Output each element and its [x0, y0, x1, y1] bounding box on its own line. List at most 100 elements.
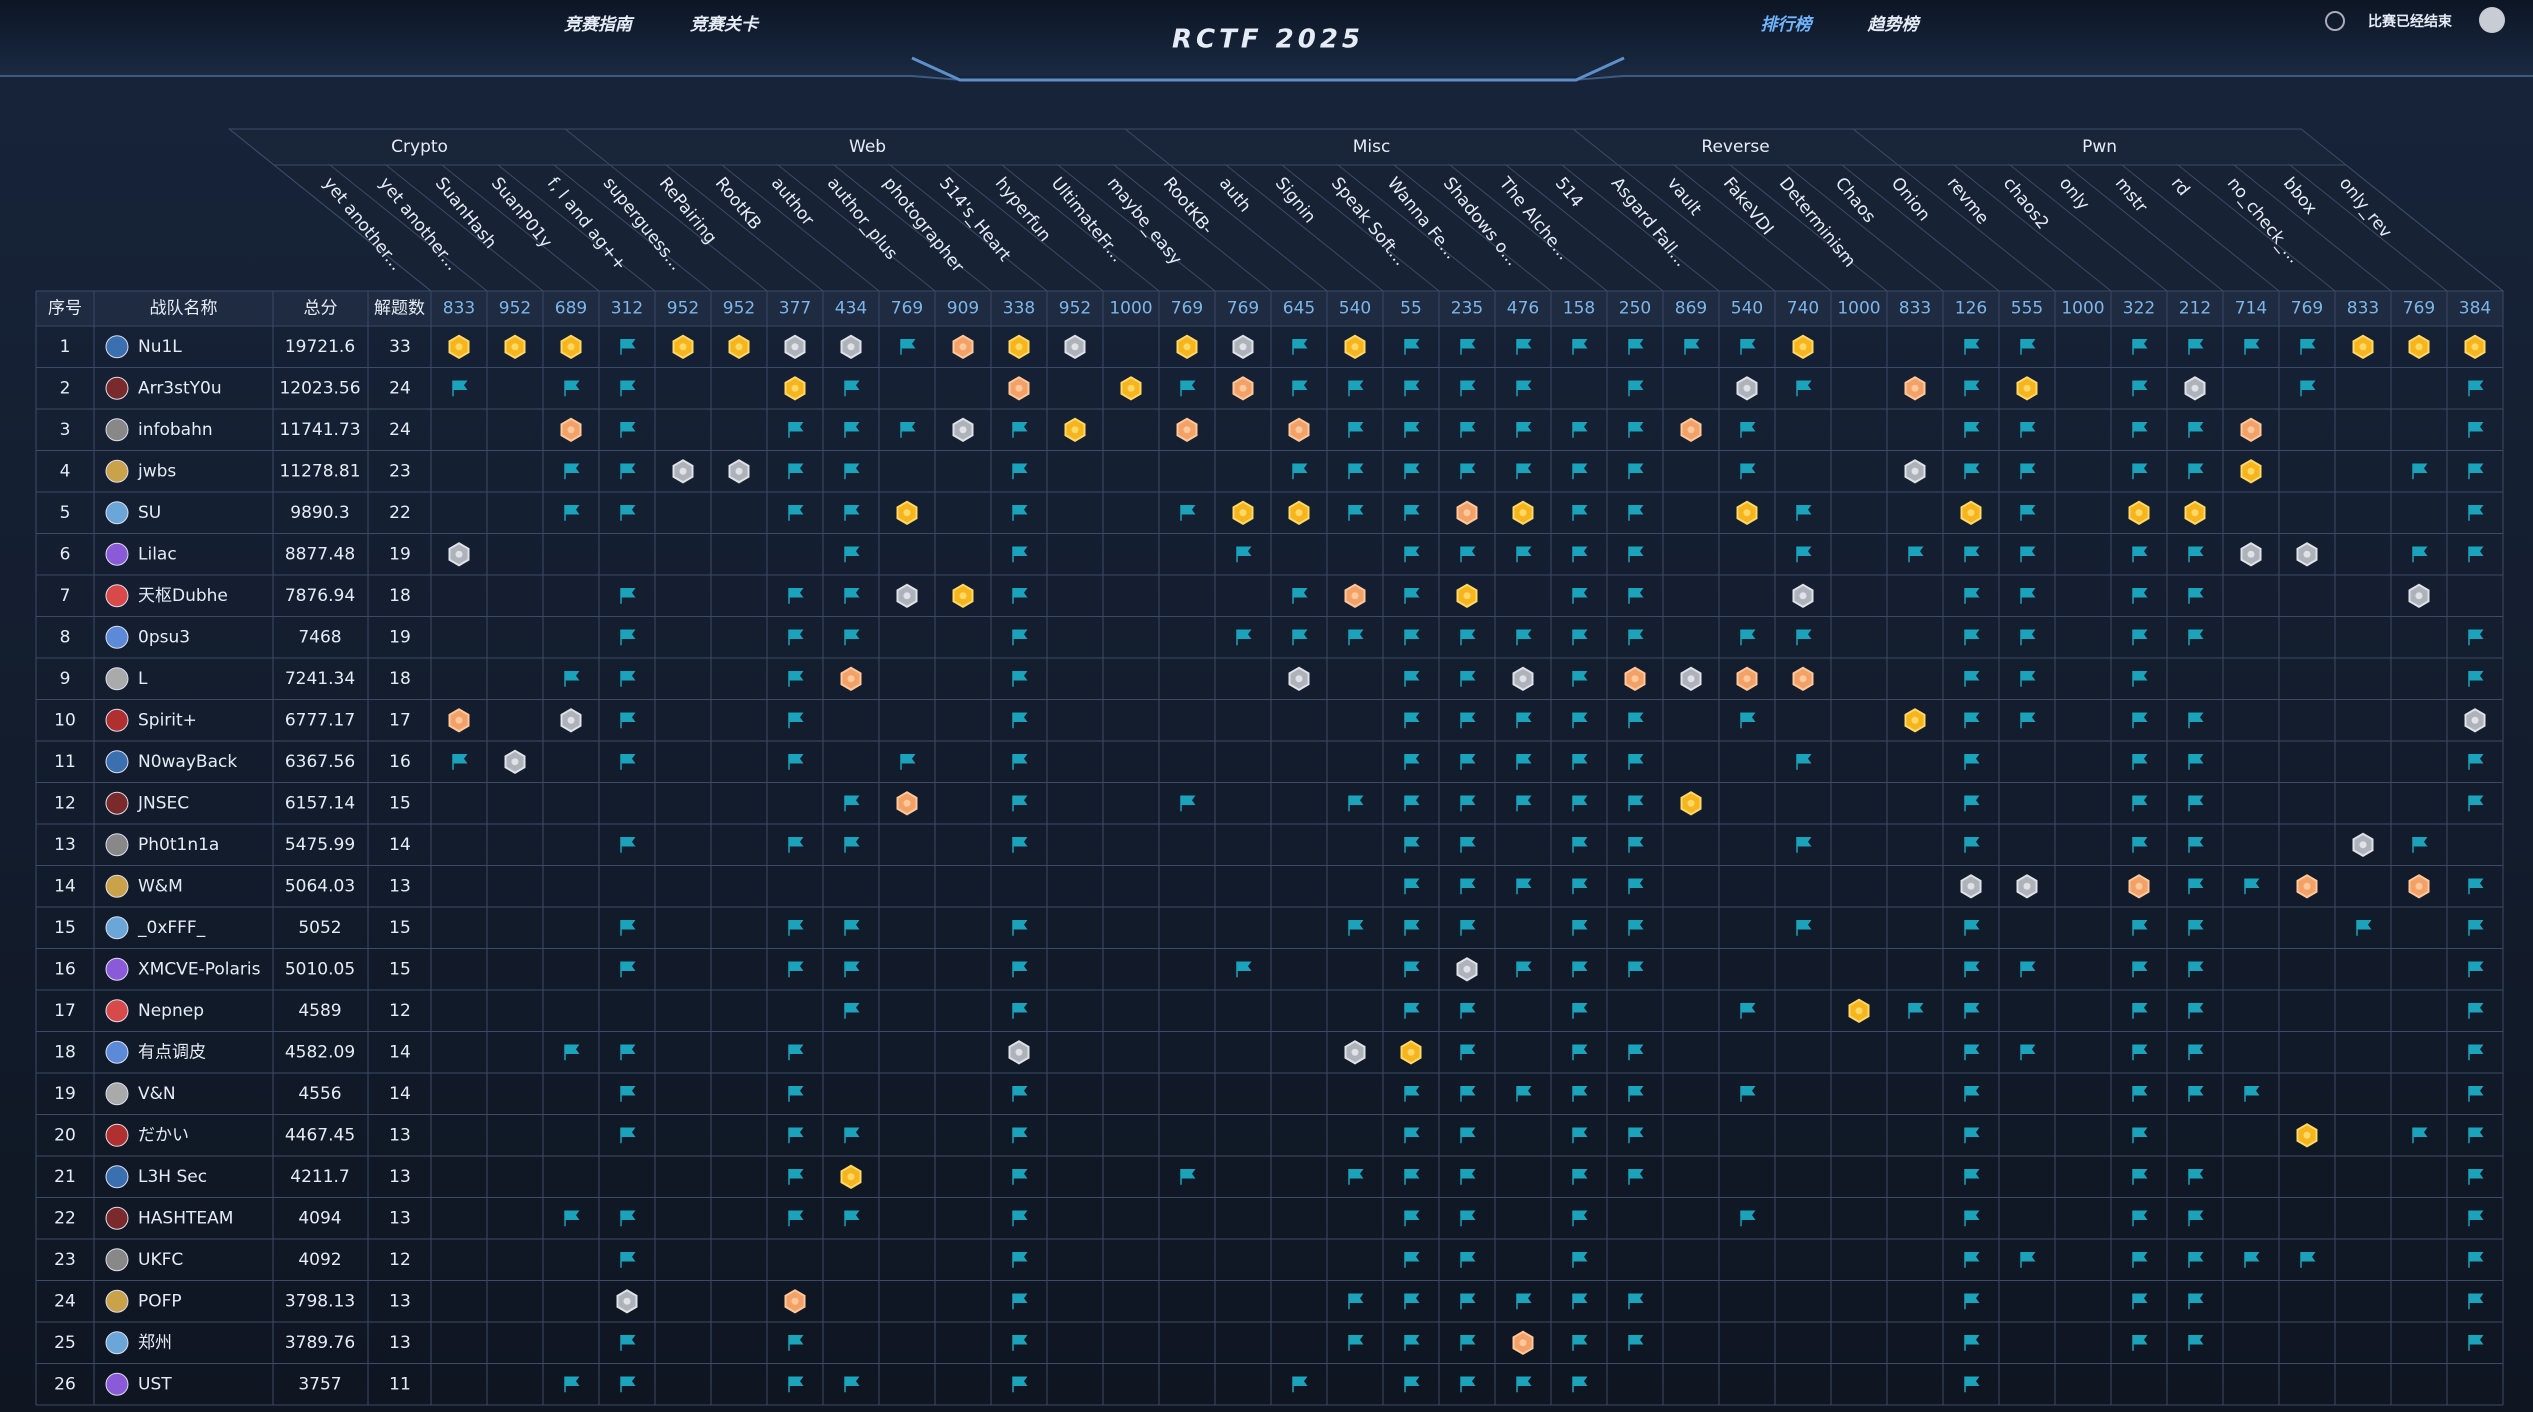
team-score: 5010.05: [285, 959, 355, 979]
header-divider: [2121, 164, 2280, 292]
solve-flag: [1012, 1086, 1028, 1102]
solve-flag: [1628, 422, 1644, 438]
solve-flag: [1460, 878, 1476, 895]
challenge-points: 714: [2235, 299, 2267, 319]
solve-flag: [2020, 546, 2036, 563]
solve-flag: [1348, 422, 1364, 438]
solve-flag: [1348, 795, 1364, 812]
challenge-points: 126: [1955, 299, 1987, 319]
solve-flag: [1292, 380, 1308, 397]
rank: 14: [54, 876, 76, 896]
header-divider: [889, 164, 1048, 292]
team-avatar: [105, 1289, 129, 1313]
solve-flag: [844, 1210, 860, 1227]
solve-flag: [1572, 961, 1588, 978]
team-name: JNSEC: [137, 793, 189, 813]
rank: 12: [54, 793, 76, 813]
team-avatar: [105, 1206, 129, 1230]
team-name: Arr3stY0u: [138, 378, 222, 398]
solved-count: 14: [389, 835, 411, 855]
medal-center: [1519, 675, 1527, 683]
user-avatar[interactable]: [2479, 7, 2505, 33]
challenge-points: 384: [2459, 299, 2491, 319]
solve-flag: [1012, 422, 1028, 438]
challenge-points: 158: [1563, 299, 1595, 319]
solve-flag: [2020, 629, 2036, 646]
team-score: 3789.76: [285, 1333, 355, 1353]
medal-center: [1911, 467, 1919, 475]
challenge-points: 769: [2403, 299, 2435, 319]
medal-center: [2191, 384, 2199, 392]
team-score: 7876.94: [285, 586, 355, 606]
team-avatar: [105, 916, 129, 940]
solve-flag: [1572, 1044, 1588, 1061]
team-name: UST: [138, 1374, 172, 1394]
team-score: 7241.34: [285, 669, 355, 689]
medal-center: [2247, 467, 2255, 475]
challenge-points: 952: [1059, 299, 1091, 319]
solved-count: 11: [389, 1374, 411, 1394]
medal-center: [2191, 509, 2199, 517]
solved-count: 13: [389, 1208, 411, 1228]
rank: 21: [54, 1167, 76, 1187]
team-name: だかい: [138, 1125, 189, 1145]
solve-flag: [2468, 380, 2484, 397]
solve-flag: [2188, 837, 2204, 853]
solve-flag: [1404, 795, 1420, 812]
solve-flag: [1404, 1127, 1420, 1144]
challenge-points: 1000: [1837, 299, 1880, 319]
solve-flag: [1572, 422, 1588, 438]
solve-flag: [1964, 1003, 1980, 1019]
medal-center: [623, 1297, 631, 1305]
solve-flag: [1908, 546, 1924, 563]
solved-count: 14: [389, 1042, 411, 1062]
team-score: 8877.48: [285, 544, 355, 564]
solve-flag: [1572, 1086, 1588, 1102]
team-score: 4092: [298, 1250, 341, 1270]
solve-flag: [1292, 1376, 1308, 1393]
solve-flag: [1572, 1169, 1588, 1185]
nav-link[interactable]: 竞赛关卡: [690, 15, 760, 35]
solve-flag: [1964, 795, 1980, 812]
challenge-points: 377: [779, 299, 811, 319]
solve-flag: [1404, 837, 1420, 853]
solve-flag: [2188, 712, 2204, 729]
solve-flag: [1348, 629, 1364, 646]
medal-center: [2471, 343, 2479, 351]
lang-icon[interactable]: [2325, 11, 2345, 31]
nav-link[interactable]: 趋势榜: [1867, 15, 1922, 35]
solve-flag: [620, 339, 636, 355]
medal-center: [1631, 675, 1639, 683]
solve-flag: [2188, 339, 2204, 355]
challenge-points: 869: [1675, 299, 1707, 319]
nav-link-active[interactable]: 排行榜: [1761, 15, 1815, 35]
solve-flag: [2132, 961, 2148, 978]
challenge-points: 540: [1731, 299, 1763, 319]
team-avatar: [105, 708, 129, 732]
nav-link[interactable]: 竞赛指南: [564, 15, 635, 35]
solve-flag: [1516, 1376, 1532, 1393]
solve-flag: [2188, 463, 2204, 480]
challenge-points: 833: [443, 299, 475, 319]
solve-flag: [620, 629, 636, 646]
solve-flag: [1292, 463, 1308, 480]
challenge-points: 645: [1283, 299, 1315, 319]
solve-flag: [2300, 380, 2316, 397]
solve-flag: [620, 1044, 636, 1061]
header-row: [36, 291, 2503, 326]
header-divider: [1617, 164, 1776, 292]
header-divider: [833, 164, 992, 292]
solve-flag: [1964, 1376, 1980, 1393]
medal-center: [1743, 509, 1751, 517]
solve-flag: [1964, 339, 1980, 355]
challenge-points: 540: [1339, 299, 1371, 319]
solve-flag: [2412, 837, 2428, 853]
medal-center: [1799, 343, 1807, 351]
rank: 25: [54, 1333, 76, 1353]
header-divider: [1337, 164, 1496, 292]
team-avatar: [105, 750, 129, 774]
solve-flag: [1404, 920, 1420, 936]
medal-center: [1967, 882, 1975, 890]
solve-flag: [1796, 629, 1812, 646]
